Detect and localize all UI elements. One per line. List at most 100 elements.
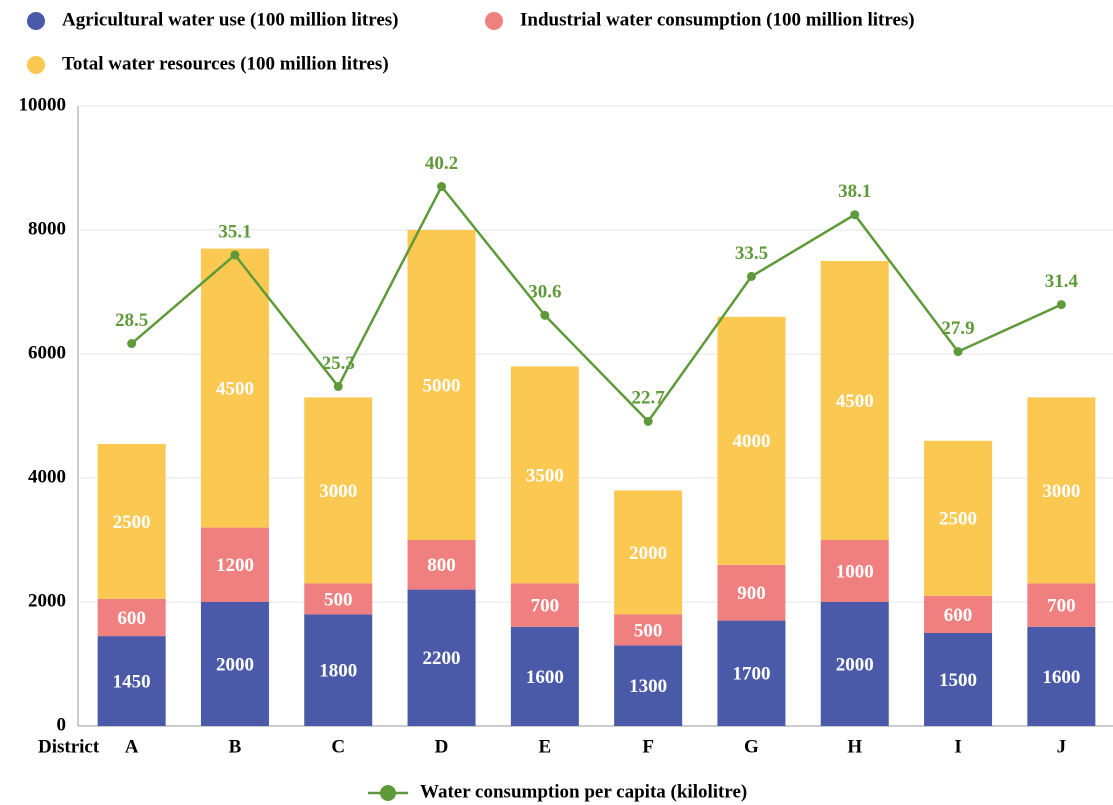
data-label: 2500 [939,509,977,530]
bar-segment [510,366,579,584]
y-tick-label: 8000 [28,218,66,239]
line-label: 35.1 [218,221,251,242]
line-point [746,271,756,281]
line [130,184,1062,424]
bar-segment [97,636,166,726]
bar-segment [407,589,476,726]
bar-segment [820,261,889,540]
y-tick-label: 4000 [28,466,66,487]
data-label: 1450 [113,671,151,692]
data-label: 3000 [1042,481,1080,502]
data-label: 1600 [526,667,564,688]
x-tick-label: A [125,736,139,757]
bar-segment [820,602,889,726]
data-label: 700 [531,595,560,616]
data-label: 4500 [216,378,254,399]
line-label: 38.1 [838,181,871,202]
x-tick-label: J [1057,736,1067,757]
bar-segment [200,248,269,528]
bar-segment [304,614,373,726]
y-tick-label: 2000 [28,590,66,611]
line-label: 22.7 [632,388,666,409]
bar-segment [1027,397,1096,584]
y-tick-label: 6000 [28,342,66,363]
legend-marker [27,56,45,74]
data-label: 500 [324,589,353,610]
data-label: 3500 [526,465,564,486]
x-tick-label: D [435,736,449,757]
line-label: 31.4 [1045,271,1079,292]
data-label: 1600 [1042,667,1080,688]
bar-segment [97,598,166,637]
data-label: 1700 [732,664,770,685]
legend-marker [27,12,45,30]
x-tick-label: E [539,736,552,757]
bar-segment [304,397,373,584]
data-label: 2000 [836,654,874,675]
bar-segment [614,490,683,615]
data-label: 1000 [836,561,874,582]
line-label: 28.5 [115,310,148,331]
data-label: 2200 [423,648,461,669]
line-point [333,381,343,391]
bar-segment [304,583,373,615]
bar-segment [924,595,993,633]
bar-segment [1027,626,1096,726]
data-label: 1300 [629,676,667,697]
line-point [230,250,240,260]
bar-segment [924,440,993,596]
legend-label: Total water resources (100 million litre… [62,53,389,74]
x-tick-label: C [331,736,345,757]
x-axis-label: District [38,736,100,757]
data-label: 500 [634,620,663,641]
line-point [953,347,963,357]
data-label: 800 [427,555,456,576]
line-point [1056,300,1066,310]
data-label: 600 [117,608,146,629]
data-label: 4500 [836,391,874,412]
line-point [540,310,550,320]
bar-segment [200,527,269,602]
line-label: 33.5 [735,243,768,264]
bar-segment [614,614,683,646]
legend-label: Water consumption per capita (kilolitre) [420,781,747,802]
bar-segment [1027,583,1096,627]
data-label: 2500 [113,512,151,533]
bar-segment [717,316,786,565]
data-label: 1500 [939,670,977,691]
x-tick-label: I [954,736,961,757]
line-point [127,339,137,349]
y-tick-label: 0 [57,714,67,735]
data-label: 4000 [732,431,770,452]
legend-marker [485,12,503,30]
line-point [643,416,653,426]
data-label: 1800 [319,661,357,682]
y-tick-label: 10000 [19,94,67,115]
data-label: 1200 [216,555,254,576]
data-label: 900 [737,583,766,604]
line-label: 27.9 [941,318,974,339]
bar-segment [407,230,476,540]
data-label: 600 [944,605,973,626]
line-point [437,182,447,192]
bar-segment [717,564,786,621]
bar-segment [407,540,476,590]
line-point [850,210,860,220]
bar-segment [510,626,579,726]
legend-label: Agricultural water use (100 million litr… [62,9,399,30]
bar-segment [200,602,269,726]
data-label: 700 [1047,595,1076,616]
bar-segment [924,633,993,726]
legend-marker [380,785,396,801]
data-label: 3000 [319,481,357,502]
bar-segment [97,443,166,599]
bar-segment [820,540,889,602]
x-tick-label: F [642,736,654,757]
bar-segment [614,645,683,726]
line-label: 30.6 [528,282,561,303]
x-tick-label: B [229,736,242,757]
x-tick-label: H [847,736,862,757]
data-label: 2000 [629,543,667,564]
line-label: 25.3 [322,353,355,374]
